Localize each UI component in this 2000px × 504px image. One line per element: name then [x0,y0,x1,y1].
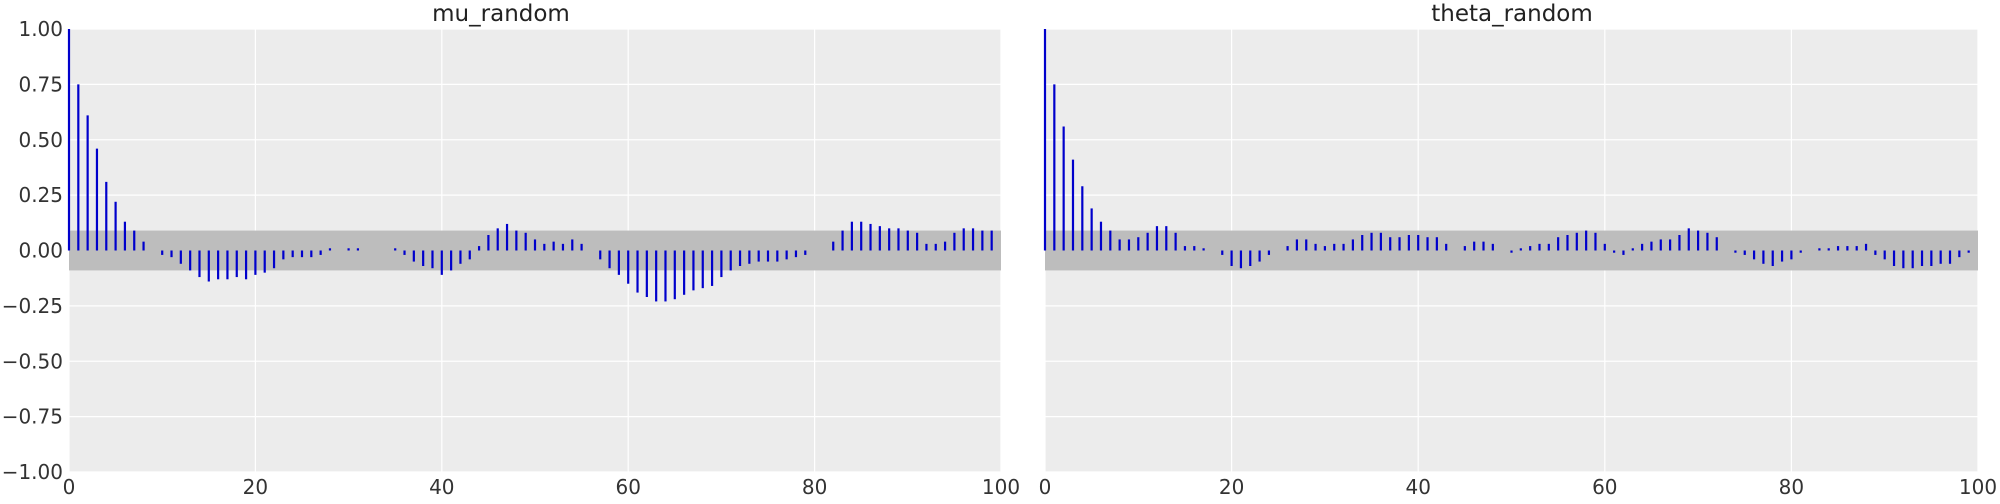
y-tick-label: 1.00 [18,17,63,41]
x-tick-label: 100 [1959,475,1997,499]
y-tick-label: −0.75 [2,405,63,429]
x-tick-label: 20 [243,475,268,499]
y-tick-label: −0.25 [2,294,63,318]
chart-title: theta_random [1431,1,1593,27]
x-tick-label: 80 [802,475,827,499]
y-tick-label: −0.50 [2,349,63,373]
x-tick-label: 100 [982,475,1020,499]
x-tick-label: 60 [1592,475,1617,499]
x-tick-label: 20 [1219,475,1244,499]
acf-panel-theta-random: 0 20 40 60 80 100 theta_random [1039,1,1997,499]
x-tick-label: 80 [1779,475,1804,499]
x-tick-label: 40 [429,475,454,499]
y-tick-label: 0.25 [18,183,63,207]
x-tick-label: 60 [615,475,640,499]
acf-panel-mu-random: 0 20 40 60 80 100 1.00 0.75 0.50 0.25 0.00 −0.25 −0.… [2,1,1020,499]
y-tick-label: −1.00 [2,460,63,484]
y-tick-label: 0.00 [18,239,63,263]
x-tick-label: 0 [63,475,76,499]
chart-title: mu_random [432,1,570,27]
y-tick-label: 0.50 [18,128,63,152]
x-tick-label: 0 [1039,475,1052,499]
y-tick-label: 0.75 [18,72,63,96]
x-tick-label: 40 [1405,475,1430,499]
